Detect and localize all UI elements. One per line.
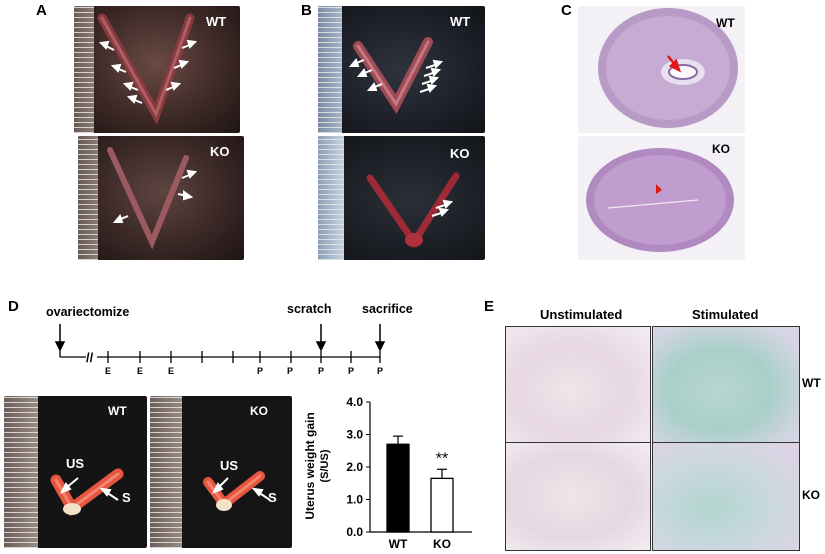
uterus-cross-section [586, 148, 734, 252]
timeline-tick-p3: P [318, 366, 325, 376]
panel-e-ko-stimulated [652, 442, 800, 551]
panel-c-wt-histology: WT [578, 6, 745, 133]
significance-annotation: ** [436, 450, 448, 467]
genotype-label-wt: WT [108, 404, 127, 418]
timeline-break-mark: // [86, 350, 94, 365]
uterus-v-shape [366, 172, 460, 249]
panel-b-ko-photo: KO [318, 136, 485, 260]
timeline-label-scratch: scratch [287, 302, 332, 316]
timeline-tick-p5: P [377, 366, 384, 376]
genotype-label-ko: KO [250, 404, 268, 418]
timeline-tick-p4: P [348, 366, 355, 376]
genotype-label-wt: WT [206, 14, 227, 29]
uterus-v-shape [97, 13, 198, 125]
y-tick-label: 4.0 [346, 395, 363, 409]
y-tick-label: 3.0 [346, 428, 363, 442]
panel-a-ko-photo: KO [78, 136, 244, 260]
label-stimulated-horn: S [268, 490, 277, 505]
ruler [4, 396, 38, 548]
timeline-tick-p2: P [287, 366, 294, 376]
timeline-tick-e3: E [168, 366, 175, 376]
y-axis-label-units: (S/US) [319, 449, 331, 482]
y-axis-label: Uterus weight gain [303, 412, 317, 519]
timeline-tick-p1: P [257, 366, 264, 376]
uterus-v-shape [107, 147, 198, 250]
genotype-label-ko: KO [210, 144, 230, 159]
uterus-weight-bar-chart: 0.01.02.03.04.0 WT KO Uterus weight gain … [303, 395, 472, 551]
uterus-v-shape [203, 471, 271, 512]
panel-letter-c: C [561, 2, 572, 19]
panel-b-wt-photo: WT [318, 6, 485, 133]
x-tick-label: KO [433, 537, 451, 551]
panel-a-wt-photo: WT [74, 6, 240, 133]
row-label-wt: WT [802, 376, 821, 390]
genotype-label-ko: KO [450, 146, 470, 161]
panel-c-ko-histology: KO [578, 136, 745, 260]
column-header-stimulated: Stimulated [692, 307, 759, 322]
uterus-v-shape [348, 37, 444, 114]
uterus-cross-section [598, 8, 738, 128]
y-axis: 0.0 1.0 2.0 3.0 4.0 [346, 395, 472, 539]
panel-d-ko-photo: KO US S [150, 396, 292, 548]
panel-letter-d: D [8, 298, 19, 315]
label-unstimulated-horn: US [220, 458, 239, 473]
timeline-tick-e2: E [137, 366, 144, 376]
row-label-ko: KO [802, 488, 820, 502]
timeline-label-ovariectomize: ovariectomize [46, 305, 130, 319]
panel-letter-e: E [484, 298, 495, 315]
bar-wt [386, 443, 410, 533]
ruler [318, 136, 344, 260]
column-header-unstimulated: Unstimulated [540, 307, 623, 322]
label-unstimulated-horn: US [66, 456, 85, 471]
experiment-timeline: // [54, 324, 386, 365]
timeline-tick-e1: E [105, 366, 112, 376]
y-tick-label: 2.0 [346, 460, 363, 474]
panel-e-wt-unstimulated [505, 326, 651, 443]
genotype-label-wt: WT [450, 14, 471, 29]
panel-letter-b: B [301, 2, 312, 19]
timeline-label-sacrifice: sacrifice [362, 302, 413, 316]
ruler [74, 6, 94, 133]
ruler [150, 396, 182, 548]
x-tick-label: WT [389, 537, 408, 551]
uterus-v-shape [50, 468, 124, 517]
ruler [318, 6, 342, 133]
label-stimulated-horn: S [122, 490, 131, 505]
ruler [78, 136, 98, 260]
panel-d-wt-photo: WT US S [4, 396, 147, 548]
bars: WT KO [386, 435, 454, 551]
y-tick-label: 1.0 [346, 493, 363, 507]
panel-letter-a: A [36, 2, 47, 19]
genotype-label-ko: KO [712, 142, 730, 156]
bar-ko [430, 477, 454, 533]
y-tick-label: 0.0 [346, 525, 363, 539]
panel-e-ko-unstimulated [505, 442, 651, 551]
panel-e-wt-stimulated [652, 326, 800, 443]
genotype-label-wt: WT [716, 16, 735, 30]
